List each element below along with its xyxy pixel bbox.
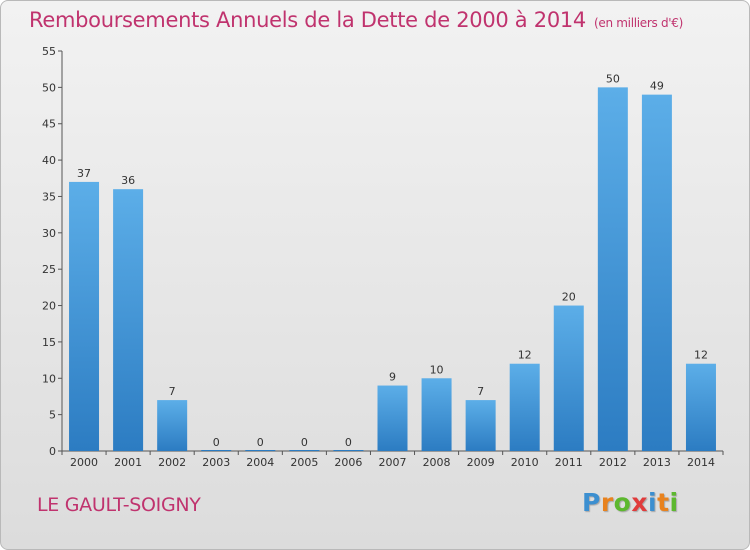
bar-value-label: 20 bbox=[562, 291, 576, 304]
chart-title-text: Remboursements Annuels de la Dette de 20… bbox=[29, 8, 586, 32]
bar bbox=[465, 400, 496, 451]
x-tick-label: 2006 bbox=[334, 456, 362, 469]
x-tick-label: 2003 bbox=[202, 456, 230, 469]
bar bbox=[553, 305, 584, 451]
bar bbox=[421, 378, 452, 451]
bar-value-label: 0 bbox=[213, 436, 220, 449]
y-tick-label: 50 bbox=[42, 81, 56, 94]
bar-value-label: 0 bbox=[345, 436, 352, 449]
logo-letter: i bbox=[669, 488, 679, 517]
bar bbox=[157, 400, 188, 451]
bar bbox=[685, 363, 716, 451]
x-tick-label: 2004 bbox=[246, 456, 274, 469]
y-tick-label: 25 bbox=[42, 263, 56, 276]
x-tick-label: 2009 bbox=[467, 456, 495, 469]
bar-value-label: 12 bbox=[518, 349, 532, 362]
bar-value-label: 12 bbox=[694, 349, 708, 362]
y-tick-label: 5 bbox=[49, 409, 56, 422]
x-tick-label: 2000 bbox=[70, 456, 98, 469]
x-tick-label: 2013 bbox=[643, 456, 671, 469]
y-tick-label: 45 bbox=[42, 118, 56, 131]
bar bbox=[201, 450, 232, 451]
bar bbox=[245, 450, 276, 451]
bar-value-label: 36 bbox=[121, 174, 135, 187]
x-tick-label: 2007 bbox=[379, 456, 407, 469]
bar-value-label: 7 bbox=[477, 385, 484, 398]
x-tick-label: 2010 bbox=[511, 456, 539, 469]
y-tick-label: 40 bbox=[42, 154, 56, 167]
bar-value-label: 37 bbox=[77, 167, 91, 180]
logo-letter: x bbox=[631, 488, 648, 517]
y-tick-label: 55 bbox=[42, 45, 56, 58]
y-tick-label: 20 bbox=[42, 300, 56, 313]
place-name: LE GAULT-SOIGNY bbox=[37, 494, 201, 516]
x-tick-label: 2011 bbox=[555, 456, 583, 469]
bar-value-label: 7 bbox=[169, 385, 176, 398]
x-tick-label: 2012 bbox=[599, 456, 627, 469]
bar bbox=[333, 450, 364, 451]
logo-letter: i bbox=[648, 488, 658, 517]
bar bbox=[509, 363, 540, 451]
bar-value-label: 9 bbox=[389, 371, 396, 384]
logo-letter: r bbox=[600, 488, 614, 517]
y-tick-label: 0 bbox=[49, 445, 56, 458]
bar bbox=[69, 181, 100, 451]
bar bbox=[289, 450, 320, 451]
y-tick-label: 10 bbox=[42, 372, 56, 385]
logo-letter: P bbox=[582, 488, 601, 517]
proxiti-logo: Proxiti bbox=[582, 488, 679, 517]
chart-unit-note: (en milliers d'€) bbox=[594, 16, 684, 30]
x-tick-label: 2001 bbox=[114, 456, 142, 469]
x-tick-label: 2014 bbox=[687, 456, 715, 469]
bar-value-label: 49 bbox=[650, 80, 664, 93]
x-tick-label: 2005 bbox=[290, 456, 318, 469]
y-tick-label: 35 bbox=[42, 190, 56, 203]
bar-value-label: 0 bbox=[257, 436, 264, 449]
bar-value-label: 50 bbox=[606, 72, 620, 85]
x-tick-label: 2002 bbox=[158, 456, 186, 469]
bar-value-label: 0 bbox=[301, 436, 308, 449]
bar bbox=[641, 94, 672, 452]
bar bbox=[113, 189, 144, 451]
y-tick-label: 30 bbox=[42, 227, 56, 240]
bar bbox=[377, 385, 408, 451]
chart-title: Remboursements Annuels de la Dette de 20… bbox=[29, 8, 683, 32]
bar bbox=[597, 87, 628, 451]
y-tick-label: 15 bbox=[42, 336, 56, 349]
logo-letter: o bbox=[613, 488, 632, 517]
logo-letter: t bbox=[657, 488, 670, 517]
x-tick-label: 2008 bbox=[423, 456, 451, 469]
bar-value-label: 10 bbox=[430, 363, 444, 376]
